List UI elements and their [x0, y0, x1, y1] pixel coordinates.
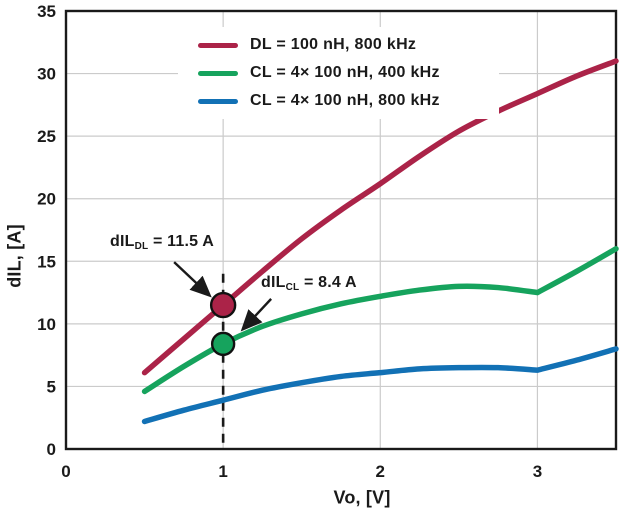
- y-tick-label: 35: [37, 2, 56, 21]
- x-tick-label: 1: [218, 462, 227, 481]
- x-tick-label: 3: [533, 462, 542, 481]
- legend-label: CL = 4× 100 nH, 400 kHz: [250, 64, 440, 81]
- y-tick-label: 0: [47, 440, 56, 459]
- y-tick-label: 25: [37, 127, 56, 146]
- x-axis-label: Vo, [V]: [333, 487, 391, 508]
- annotation-dil-dl: dILDL = 11.5 A: [109, 233, 214, 252]
- legend-line-swatch-green: [198, 70, 238, 76]
- y-axis-label: dIL, [A]: [4, 224, 25, 288]
- legend-line-swatch-blue: [198, 98, 238, 104]
- legend-line-swatch-red: [198, 42, 238, 48]
- series-curve-2: [141, 346, 619, 425]
- y-tick-label: 10: [37, 315, 56, 334]
- y-tick-label: 30: [37, 65, 56, 84]
- annotation-arrow-1: [240, 298, 273, 332]
- annotation-dot-0: [209, 291, 237, 319]
- series-curve-1: [141, 246, 619, 395]
- plot-frame: [64, 9, 618, 451]
- legend-label: DL = 100 nH, 800 kHz: [250, 36, 417, 53]
- legend: DL = 100 nH, 800 kHz CL = 4× 100 nH, 400…: [178, 27, 499, 119]
- legend-item-cl-400khz: CL = 4× 100 nH, 400 kHz: [198, 59, 483, 87]
- legend-item-cl-800khz: CL = 4× 100 nH, 800 kHz: [198, 87, 483, 115]
- annotation-dil-cl: dILCL = 8.4 A: [261, 274, 357, 293]
- x-tick-label: 0: [61, 462, 70, 481]
- x-tick-label: 2: [376, 462, 385, 481]
- legend-label: CL = 4× 100 nH, 800 kHz: [250, 92, 440, 109]
- y-tick-label: 15: [37, 252, 56, 271]
- legend-item-dl-100nh: DL = 100 nH, 800 kHz: [198, 31, 483, 59]
- y-tick-label: 20: [37, 190, 56, 209]
- annotation-dot-1: [210, 331, 236, 357]
- y-tick-label: 5: [47, 377, 56, 396]
- annotation-arrow-0: [173, 261, 212, 298]
